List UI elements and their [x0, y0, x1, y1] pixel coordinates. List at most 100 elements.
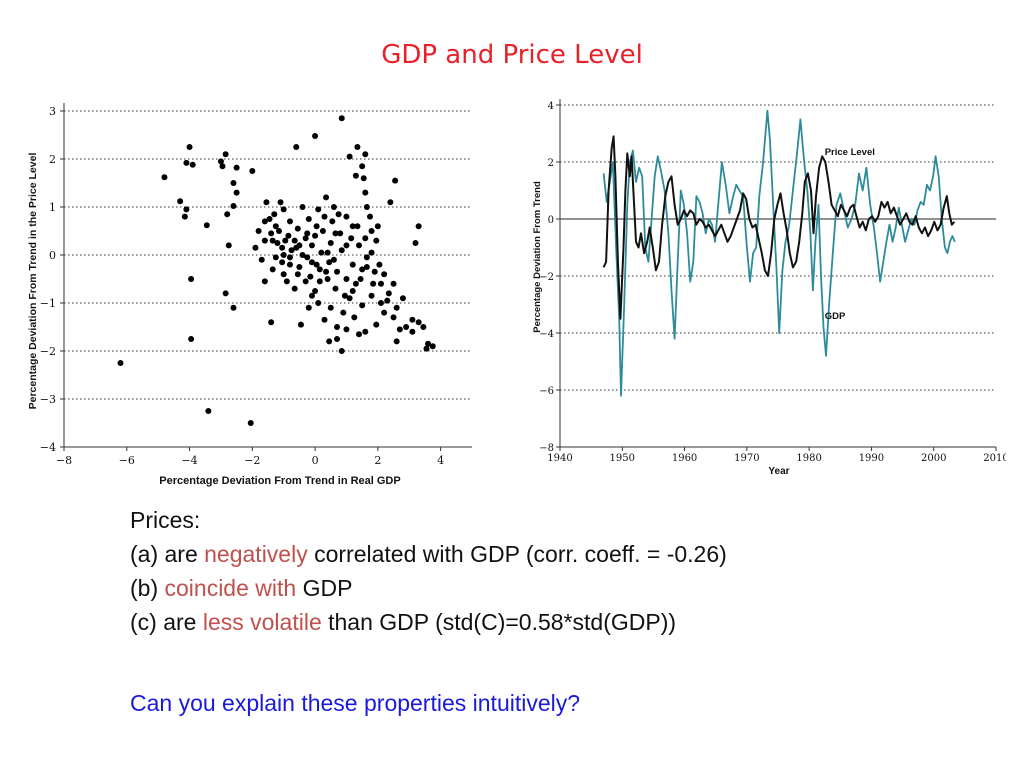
scatter-points	[117, 115, 436, 426]
scatter-point	[224, 211, 231, 218]
scatter-point	[362, 235, 369, 242]
scatter-point	[299, 252, 306, 258]
scatter-point	[313, 261, 320, 268]
scatter-point	[181, 213, 188, 220]
scatter-point	[356, 242, 363, 249]
scatter-point	[288, 247, 295, 254]
scatter-y-tick-label: −2	[40, 345, 56, 358]
scatter-point	[337, 230, 344, 237]
scatter-point	[312, 232, 319, 239]
scatter-point	[261, 278, 268, 285]
scatter-point	[269, 237, 276, 244]
scatter-point	[268, 319, 275, 326]
scatter-point	[222, 290, 229, 297]
scatter-point	[261, 218, 268, 225]
scatter-point	[373, 237, 380, 244]
line-chart: −8 −6 −4 −2 0 2 4 1940 1950 1960 1970 1980 1990 2000 2…	[532, 99, 1006, 477]
highlight-coincide: coincide with	[164, 575, 297, 601]
scatter-point	[230, 180, 237, 186]
scatter-point	[392, 177, 399, 184]
scatter-point	[363, 204, 370, 210]
line-y-axis-label: Percentage Deviation From Trend	[532, 181, 543, 333]
scatter-point	[420, 324, 427, 330]
scatter-point	[308, 292, 315, 299]
scatter-point	[363, 264, 370, 270]
price-level-line	[602, 135, 956, 320]
scatter-point	[286, 261, 293, 268]
scatter-point	[351, 314, 358, 321]
scatter-point	[225, 242, 232, 249]
bullet-c: (c) are less volatile than GDP (std(C)=0…	[130, 609, 677, 635]
scatter-point	[247, 420, 254, 426]
scatter-point	[396, 326, 403, 333]
line-annotations: Price Level GDP	[825, 147, 875, 322]
scatter-point	[393, 304, 400, 311]
scatter-point	[318, 249, 325, 256]
bullet-a: (a) are negatively correlated with GDP (…	[130, 541, 727, 567]
scatter-point	[222, 151, 229, 158]
scatter-point	[357, 276, 364, 282]
scatter-ticks: −4 −3 −2 −1 0 1 2 3 −8 −6 −4 −2 0 2 4	[40, 105, 444, 467]
scatter-point	[360, 175, 367, 182]
scatter-point	[183, 206, 190, 213]
scatter-point	[390, 280, 397, 287]
scatter-point	[352, 280, 359, 287]
scatter-point	[186, 144, 193, 150]
scatter-point	[349, 261, 356, 268]
scatter-y-tick-label: −4	[40, 441, 56, 454]
scatter-point	[374, 223, 381, 230]
scatter-point	[279, 244, 286, 251]
scatter-point	[423, 345, 430, 352]
line-y-tick-label: −2	[539, 272, 554, 283]
line-series	[602, 109, 956, 397]
scatter-point	[313, 223, 320, 230]
scatter-point	[425, 340, 432, 347]
scatter-point	[117, 360, 124, 366]
line-x-tick-label: 2010	[983, 453, 1006, 464]
scatter-point	[346, 153, 353, 160]
gdp-line	[602, 109, 956, 397]
scatter-point	[233, 189, 240, 196]
scatter-point	[415, 319, 422, 326]
scatter-point	[332, 230, 339, 237]
gdp-annotation: GDP	[825, 311, 846, 322]
scatter-point	[343, 242, 350, 249]
scatter-point	[393, 338, 400, 345]
scatter-point	[272, 223, 279, 230]
scatter-point	[219, 163, 226, 170]
scatter-point	[285, 232, 292, 239]
bullet-heading: Prices:	[130, 507, 201, 533]
scatter-point	[268, 230, 275, 237]
scatter-y-tick-label: −3	[40, 393, 56, 406]
scatter-point	[334, 268, 341, 275]
scatter-point	[323, 268, 330, 275]
scatter-point	[255, 228, 262, 234]
scatter-point	[368, 292, 375, 299]
scatter-y-tick-label: −1	[40, 297, 56, 310]
scatter-point	[161, 174, 168, 181]
scatter-point	[307, 273, 314, 280]
scatter-point	[294, 271, 301, 278]
line-y-tick-label: 2	[548, 158, 554, 169]
scatter-point	[326, 259, 333, 266]
scatter-point	[376, 261, 383, 268]
scatter-grid	[64, 110, 472, 400]
scatter-point	[412, 240, 419, 246]
scatter-point	[327, 304, 334, 311]
slide-title: GDP and Price Level	[381, 40, 643, 70]
scatter-point	[299, 204, 306, 210]
line-x-tick-label: 1990	[859, 453, 884, 464]
scatter-point	[305, 304, 312, 311]
scatter-point	[327, 240, 334, 246]
scatter-point	[280, 271, 287, 278]
scatter-point	[177, 198, 184, 205]
scatter-point	[354, 223, 361, 230]
scatter-point	[280, 206, 287, 213]
scatter-y-axis-label: Percentage Deviation From Trend in the P…	[27, 153, 39, 410]
scatter-point	[319, 228, 326, 234]
scatter-point	[183, 159, 190, 166]
line-x-tick-label: 2000	[921, 453, 946, 464]
line-y-tick-label: −4	[539, 329, 554, 340]
scatter-point	[381, 309, 388, 316]
scatter-point	[304, 230, 311, 237]
